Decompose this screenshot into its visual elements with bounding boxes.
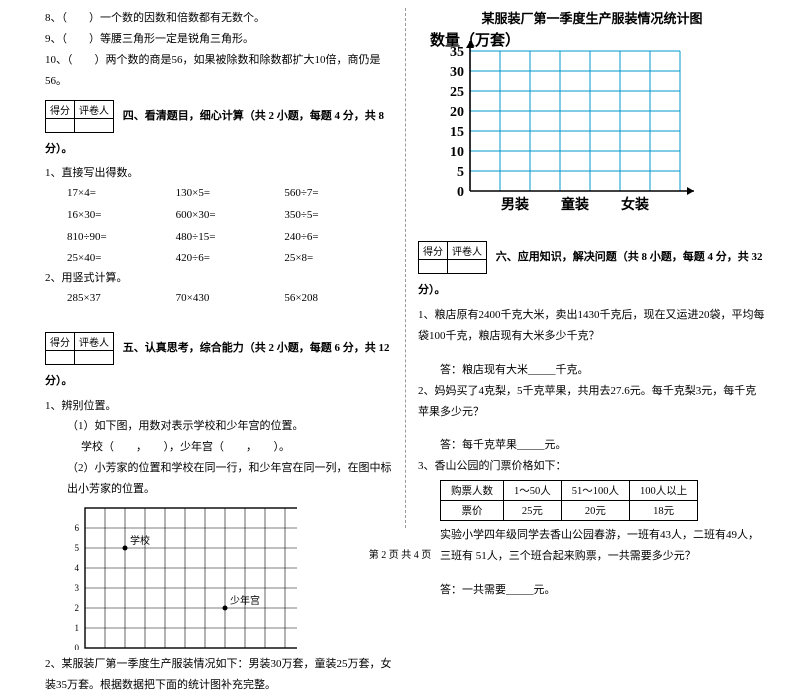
th: 1～50人 (504, 481, 562, 501)
chart-svg: 数量（万套） 0 5 10 15 20 25 30 35 男装 童装 女装 (418, 29, 718, 224)
svg-text:15: 15 (450, 125, 464, 140)
score-box: 得分评卷人 (45, 100, 114, 133)
table-row: 票价 25元 20元 18元 (441, 501, 698, 521)
svg-text:5: 5 (457, 165, 464, 180)
calc-item: 560÷7= (284, 184, 393, 203)
calc-grid-2: 285×37 70×430 56×208 (67, 289, 393, 308)
section-6-title: 六、应用知识，解决问题（共 8 小题，每题 4 分，共 32 (496, 251, 763, 263)
chart-title: 某服装厂第一季度生产服装情况统计图 (418, 8, 766, 27)
calc-item: 240÷6= (284, 228, 393, 247)
grader-label: 评卷人 (75, 100, 114, 118)
q6-3: 3、香山公园的门票价格如下： (418, 456, 766, 477)
sub-5-1b: （2）小芳家的位置和学校在同一行，和少年宫在同一列，在图中标出小芳家的位置。 (67, 458, 393, 500)
question-8: 8、（ ）一个数的因数和倍数都有无数个。 (45, 8, 393, 29)
grader-label: 评卷人 (448, 242, 487, 260)
question-9: 9、（ ）等腰三角形一定是锐角三角形。 (45, 29, 393, 50)
calc-item: 70×430 (176, 289, 285, 308)
section-4-title-cont: 分）。 (45, 139, 393, 160)
th: 100人以上 (630, 481, 698, 501)
table-row: 购票人数 1～50人 51～100人 100人以上 (441, 481, 698, 501)
calc-item: 130×5= (176, 184, 285, 203)
th: 51～100人 (561, 481, 629, 501)
td: 18元 (630, 501, 698, 521)
grader-cell (448, 260, 487, 274)
calc-item: 350÷5= (284, 206, 393, 225)
calc-item: 810÷90= (67, 228, 176, 247)
calc-item: 480÷15= (176, 228, 285, 247)
q6-1: 1、粮店原有2400千克大米，卖出1430千克后，现在又运进20袋，平均每袋10… (418, 305, 766, 347)
calc-item: 16×30= (67, 206, 176, 225)
section-6-header: 得分评卷人 六、应用知识，解决问题（共 8 小题，每题 4 分，共 32 (418, 241, 766, 274)
svg-text:25: 25 (450, 85, 464, 100)
calc-item: 420÷6= (176, 249, 285, 268)
svg-text:0: 0 (75, 643, 80, 650)
section-4-header: 得分评卷人 四、看清题目，细心计算（共 2 小题，每题 4 分，共 8 (45, 100, 393, 133)
bar-chart: 数量（万套） 0 5 10 15 20 25 30 35 男装 童装 女装 (418, 29, 766, 227)
svg-text:20: 20 (450, 105, 464, 120)
svg-text:数量（万套）: 数量（万套） (430, 31, 520, 49)
grid-svg: 学校少年宫123456789101234560 (67, 500, 297, 650)
section-6-title-cont: 分）。 (418, 280, 766, 301)
svg-text:女装: 女装 (621, 196, 650, 213)
grader-cell (75, 118, 114, 132)
svg-text:2: 2 (75, 603, 80, 613)
td: 20元 (561, 501, 629, 521)
svg-text:男装: 男装 (501, 196, 530, 213)
price-table: 购票人数 1～50人 51～100人 100人以上 票价 25元 20元 18元 (440, 480, 698, 521)
svg-text:10: 10 (450, 145, 464, 160)
section-5-title: 五、认真思考，综合能力（共 2 小题，每题 6 分，共 12 (123, 342, 390, 354)
score-cell (46, 118, 75, 132)
svg-text:35: 35 (450, 45, 464, 60)
svg-text:6: 6 (75, 523, 80, 533)
sub-1: 1、直接写出得数。 (45, 163, 393, 184)
calc-item: 25×40= (67, 249, 176, 268)
section-4-title: 四、看清题目，细心计算（共 2 小题，每题 4 分，共 8 (123, 110, 384, 122)
sub-2: 2、用竖式计算。 (45, 268, 393, 289)
th: 购票人数 (441, 481, 504, 501)
score-cell (46, 350, 75, 364)
score-label: 得分 (46, 332, 75, 350)
question-10: 10、（ ）两个数的商是56，如果被除数和除数都扩大10倍，商仍是56。 (45, 50, 393, 92)
svg-text:30: 30 (450, 65, 464, 80)
calc-grid-1: 17×4= 130×5= 560÷7= 16×30= 600×30= 350÷5… (67, 184, 393, 268)
a6-3: 答：一共需要_____元。 (440, 581, 766, 597)
svg-text:少年宫: 少年宫 (230, 594, 260, 607)
svg-text:0: 0 (457, 185, 464, 200)
a6-1: 答：粮店现有大米_____千克。 (440, 361, 766, 377)
calc-item: 56×208 (284, 289, 393, 308)
td: 25元 (504, 501, 562, 521)
td: 票价 (441, 501, 504, 521)
score-label: 得分 (419, 242, 448, 260)
q6-2: 2、妈妈买了4克梨，5千克苹果，共用去27.6元。每千克梨3元，每千克苹果多少元… (418, 381, 766, 423)
calc-item: 600×30= (176, 206, 285, 225)
sub-5-1: 1、辨别位置。 (45, 396, 393, 417)
page-container: 8、（ ）一个数的因数和倍数都有无数个。 9、（ ）等腰三角形一定是锐角三角形。… (0, 0, 800, 540)
section-5-title-cont: 分）。 (45, 371, 393, 392)
position-grid: 学校少年宫123456789101234560 (67, 500, 393, 650)
left-column: 8、（ ）一个数的因数和倍数都有无数个。 9、（ ）等腰三角形一定是锐角三角形。… (45, 8, 405, 540)
right-column: 某服装厂第一季度生产服装情况统计图 数量（万套） 0 5 10 15 20 25 30 35 男装… (406, 8, 766, 540)
grader-label: 评卷人 (75, 332, 114, 350)
a6-2: 答：每千克苹果_____元。 (440, 436, 766, 452)
svg-text:童装: 童装 (561, 196, 590, 213)
score-box: 得分评卷人 (45, 332, 114, 365)
calc-item: 25×8= (284, 249, 393, 268)
score-box: 得分评卷人 (418, 241, 487, 274)
page-footer: 第 2 页 共 4 页 (0, 546, 800, 561)
calc-item: 17×4= (67, 184, 176, 203)
sub-5-1a2: 学校（ ， ），少年宫（ ， ）。 (81, 437, 393, 458)
section-5-header: 得分评卷人 五、认真思考，综合能力（共 2 小题，每题 6 分，共 12 (45, 332, 393, 365)
score-cell (419, 260, 448, 274)
grader-cell (75, 350, 114, 364)
sub-5-1a: （1）如下图，用数对表示学校和少年宫的位置。 (67, 416, 393, 437)
score-label: 得分 (46, 100, 75, 118)
svg-text:1: 1 (75, 623, 80, 633)
svg-text:3: 3 (75, 583, 80, 593)
calc-item: 285×37 (67, 289, 176, 308)
sub-5-2: 2、某服装厂第一季度生产服装情况如下：男装30万套，童装25万套，女装35万套。… (45, 654, 393, 696)
